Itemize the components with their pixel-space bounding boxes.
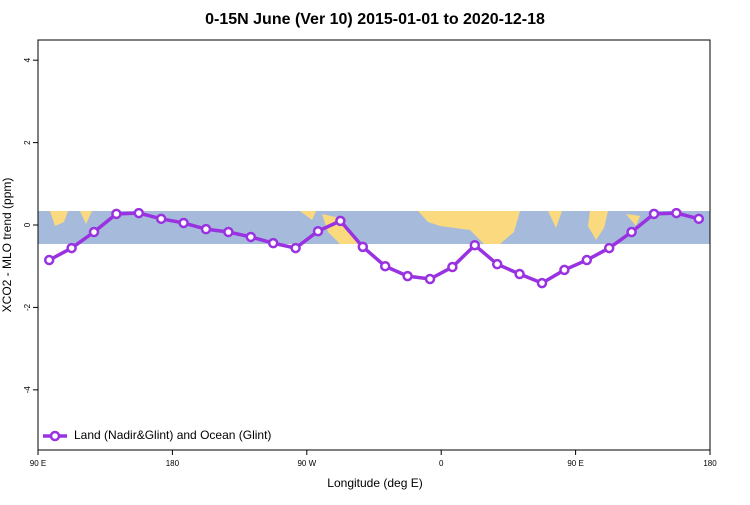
point (693, 213, 705, 225)
y-tick-label: -4 (23, 386, 32, 394)
point (626, 226, 637, 238)
point (447, 261, 458, 273)
point (66, 242, 77, 254)
point (178, 217, 189, 229)
point (491, 258, 503, 270)
point (133, 207, 145, 219)
point (424, 273, 436, 285)
chart-title: 0-15N June (Ver 10) 2015-01-01 to 2020-1… (205, 11, 545, 28)
y-tick-label: 2 (23, 140, 32, 145)
point (357, 241, 369, 253)
point (581, 254, 593, 266)
point (648, 208, 660, 220)
x-tick-label: 90 E (567, 459, 583, 468)
point (111, 208, 122, 220)
point (43, 254, 55, 266)
legend-marker (49, 430, 61, 442)
point (559, 264, 570, 276)
point (245, 231, 257, 243)
point (223, 226, 234, 238)
point (335, 215, 346, 227)
point (200, 223, 212, 235)
x-tick-label: 0 (439, 459, 444, 468)
point (290, 242, 301, 254)
legend-label: Land (Nadir&Glint) and Ocean (Glint) (74, 428, 271, 442)
x-tick-label: 180 (166, 459, 180, 468)
point (88, 226, 100, 238)
point (402, 270, 413, 282)
point (603, 242, 615, 254)
point (267, 237, 279, 249)
y-tick-label: -2 (23, 303, 32, 311)
plot-frame (37, 39, 711, 451)
x-tick-label: 90 W (297, 459, 316, 468)
x-tick-label: 180 (703, 459, 717, 468)
point (379, 260, 391, 272)
x-tick-label: 90 E (30, 459, 46, 468)
point (536, 277, 548, 289)
x-axis-label: Longitude (deg E) (327, 476, 422, 490)
y-axis-label: XCO2 - MLO trend (ppm) (0, 178, 14, 313)
point (312, 225, 324, 237)
y-tick-label: 4 (23, 57, 32, 62)
y-tick-label: 0 (23, 222, 32, 227)
point (514, 268, 525, 280)
point (671, 207, 682, 219)
point (155, 213, 167, 225)
point (469, 239, 481, 251)
